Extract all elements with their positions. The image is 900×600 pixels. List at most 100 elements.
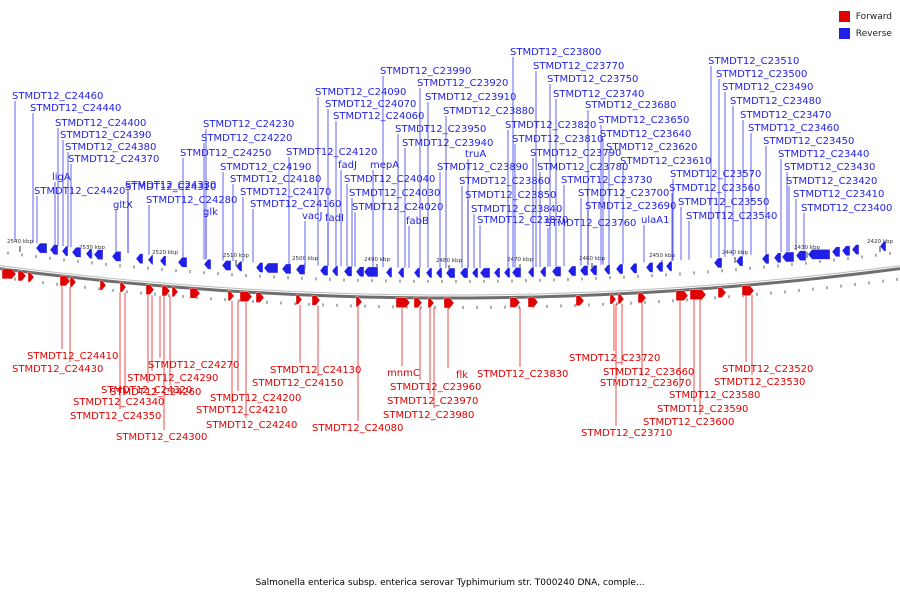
- forward-gene: [617, 293, 625, 305]
- scale-tick-label: 2530 kbp: [79, 245, 105, 251]
- reverse-gene-label: STMDT12_C24040: [344, 174, 435, 185]
- forward-gene-label: STMDT12_C24130: [270, 365, 361, 376]
- reverse-gene: [263, 262, 279, 274]
- reverse-gene-label: STMDT12_C23400: [801, 203, 892, 214]
- forward-gene-label: STMDT12_C24300: [116, 432, 207, 443]
- forward-gene: [17, 270, 27, 282]
- forward-gene: [395, 297, 411, 308]
- reverse-swatch: [838, 28, 850, 39]
- legend-reverse-label: Reverse: [855, 28, 892, 39]
- reverse-gene: [255, 262, 264, 273]
- reverse-gene-label: STMDT12_C23470: [740, 110, 831, 121]
- reverse-gene: [761, 253, 770, 265]
- forward-gene: [161, 285, 171, 297]
- legend-reverse: Reverse: [838, 25, 892, 42]
- forward-gene: [413, 297, 423, 309]
- forward-gene: [741, 285, 755, 296]
- reverse-gene-label: STMDT12_C24460: [12, 91, 103, 102]
- reverse-gene: [343, 266, 353, 277]
- gene-arrows: [1, 240, 887, 309]
- reverse-gene: [831, 246, 841, 258]
- reverse-gene-label: STMDT12_C24400: [55, 118, 146, 129]
- reverse-gene-label: STMDT12_C24180: [230, 174, 321, 185]
- reverse-gene: [71, 247, 82, 258]
- reverse-gene: [111, 251, 122, 262]
- reverse-gene: [385, 267, 393, 278]
- reverse-gene-label: truA: [465, 149, 486, 160]
- forward-gene: [689, 289, 707, 300]
- reverse-gene: [841, 245, 851, 256]
- scale-tick-label: 2420 kbp: [867, 239, 893, 245]
- reverse-gene: [397, 267, 405, 278]
- forward-swatch: [838, 11, 850, 22]
- forward-gene-label: STMDT12_C23720: [569, 353, 660, 364]
- reverse-gene-label: STMDT12_C23420: [786, 176, 877, 187]
- reverse-gene-label: STMDT12_C23680: [585, 100, 676, 111]
- forward-gene-label: STMDT12_C24200: [210, 393, 301, 404]
- forward-gene: [239, 291, 253, 302]
- reverse-gene-label: ulaA1: [641, 215, 669, 226]
- reverse-gene: [655, 261, 664, 273]
- forward-gene-label: STMDT12_C23830: [477, 369, 568, 380]
- forward-gene: [637, 292, 647, 304]
- reverse-gene-label: mepA: [370, 160, 399, 171]
- reverse-gene: [493, 267, 501, 278]
- legend-forward: Forward: [838, 8, 892, 25]
- reverse-gene-label: STMDT12_C24190: [220, 162, 311, 173]
- reverse-gene-label: STMDT12_C23760: [545, 218, 636, 229]
- reverse-gene-label: STMDT12_C23990: [380, 66, 471, 77]
- reverse-gene: [35, 242, 48, 254]
- forward-gene-label: flk: [456, 370, 468, 381]
- forward-gene: [1, 268, 17, 280]
- scale-tick-label: 2510 kbp: [223, 253, 249, 259]
- reverse-gene: [527, 266, 535, 278]
- forward-gene: [227, 290, 235, 302]
- scale-tick-label: 2480 kbp: [436, 258, 462, 264]
- reverse-gene-label: STMDT12_C23740: [553, 89, 644, 100]
- reverse-gene: [177, 257, 188, 268]
- forward-gene-label: STMDT12_C23670: [600, 378, 691, 389]
- reverse-gene: [781, 251, 795, 263]
- forward-gene-label: mnmC: [387, 368, 420, 379]
- reverse-gene: [295, 264, 306, 275]
- scale-tick-label: 2490 kbp: [364, 257, 390, 263]
- forward-gene: [609, 294, 617, 305]
- reverse-gene-label: STMDT12_C23640: [600, 129, 691, 140]
- forward-gene: [59, 275, 71, 287]
- reverse-gene: [645, 262, 654, 273]
- reverse-gene: [471, 267, 479, 279]
- reverse-gene-label: STMDT12_C24230: [203, 119, 294, 130]
- reverse-gene-label: STMDT12_C23550: [678, 197, 769, 208]
- reverse-gene-label: STMDT12_C23850: [465, 190, 556, 201]
- reverse-gene: [319, 265, 329, 276]
- reverse-gene: [807, 249, 831, 260]
- reverse-gene-label: STMDT12_C24370: [68, 154, 159, 165]
- reverse-gene: [773, 252, 782, 263]
- caption: Salmonella enterica subsp. enterica sero…: [255, 578, 645, 588]
- reverse-gene-label: STMDT12_C23440: [778, 149, 869, 160]
- reverse-gene-label: STMDT12_C23870: [477, 215, 568, 226]
- forward-gene: [99, 280, 107, 291]
- reverse-gene: [425, 267, 433, 279]
- forward-gene-label: STMDT12_C23710: [581, 428, 672, 439]
- reverse-gene-label: STMDT12_C24090: [315, 87, 406, 98]
- forward-gene-label: STMDT12_C24430: [12, 364, 103, 375]
- reverse-gene: [511, 267, 522, 278]
- forward-gene-label: STMDT12_C24150: [252, 378, 343, 389]
- reverse-gene: [851, 244, 860, 255]
- reverse-gene-label: STMDT12_C23790: [530, 148, 621, 159]
- reverse-gene: [49, 244, 59, 255]
- reverse-gene: [147, 254, 154, 265]
- forward-gene: [145, 284, 155, 295]
- forward-gene-label: STMDT12_C24290: [127, 373, 218, 384]
- reverse-gene-label: STMDT12_C24220: [201, 133, 292, 144]
- reverse-gene-label: STMDT12_C23620: [606, 142, 697, 153]
- reverse-gene-label: fabB: [406, 216, 429, 227]
- reverse-gene-label: STMDT12_C23730: [561, 175, 652, 186]
- reverse-gene: [615, 263, 624, 275]
- reverse-gene-label: fadI: [325, 213, 344, 224]
- scale-tick-label: 2540 kbp: [7, 239, 33, 245]
- reverse-gene: [589, 264, 598, 276]
- forward-gene-label: STMDT12_C23660: [603, 367, 694, 378]
